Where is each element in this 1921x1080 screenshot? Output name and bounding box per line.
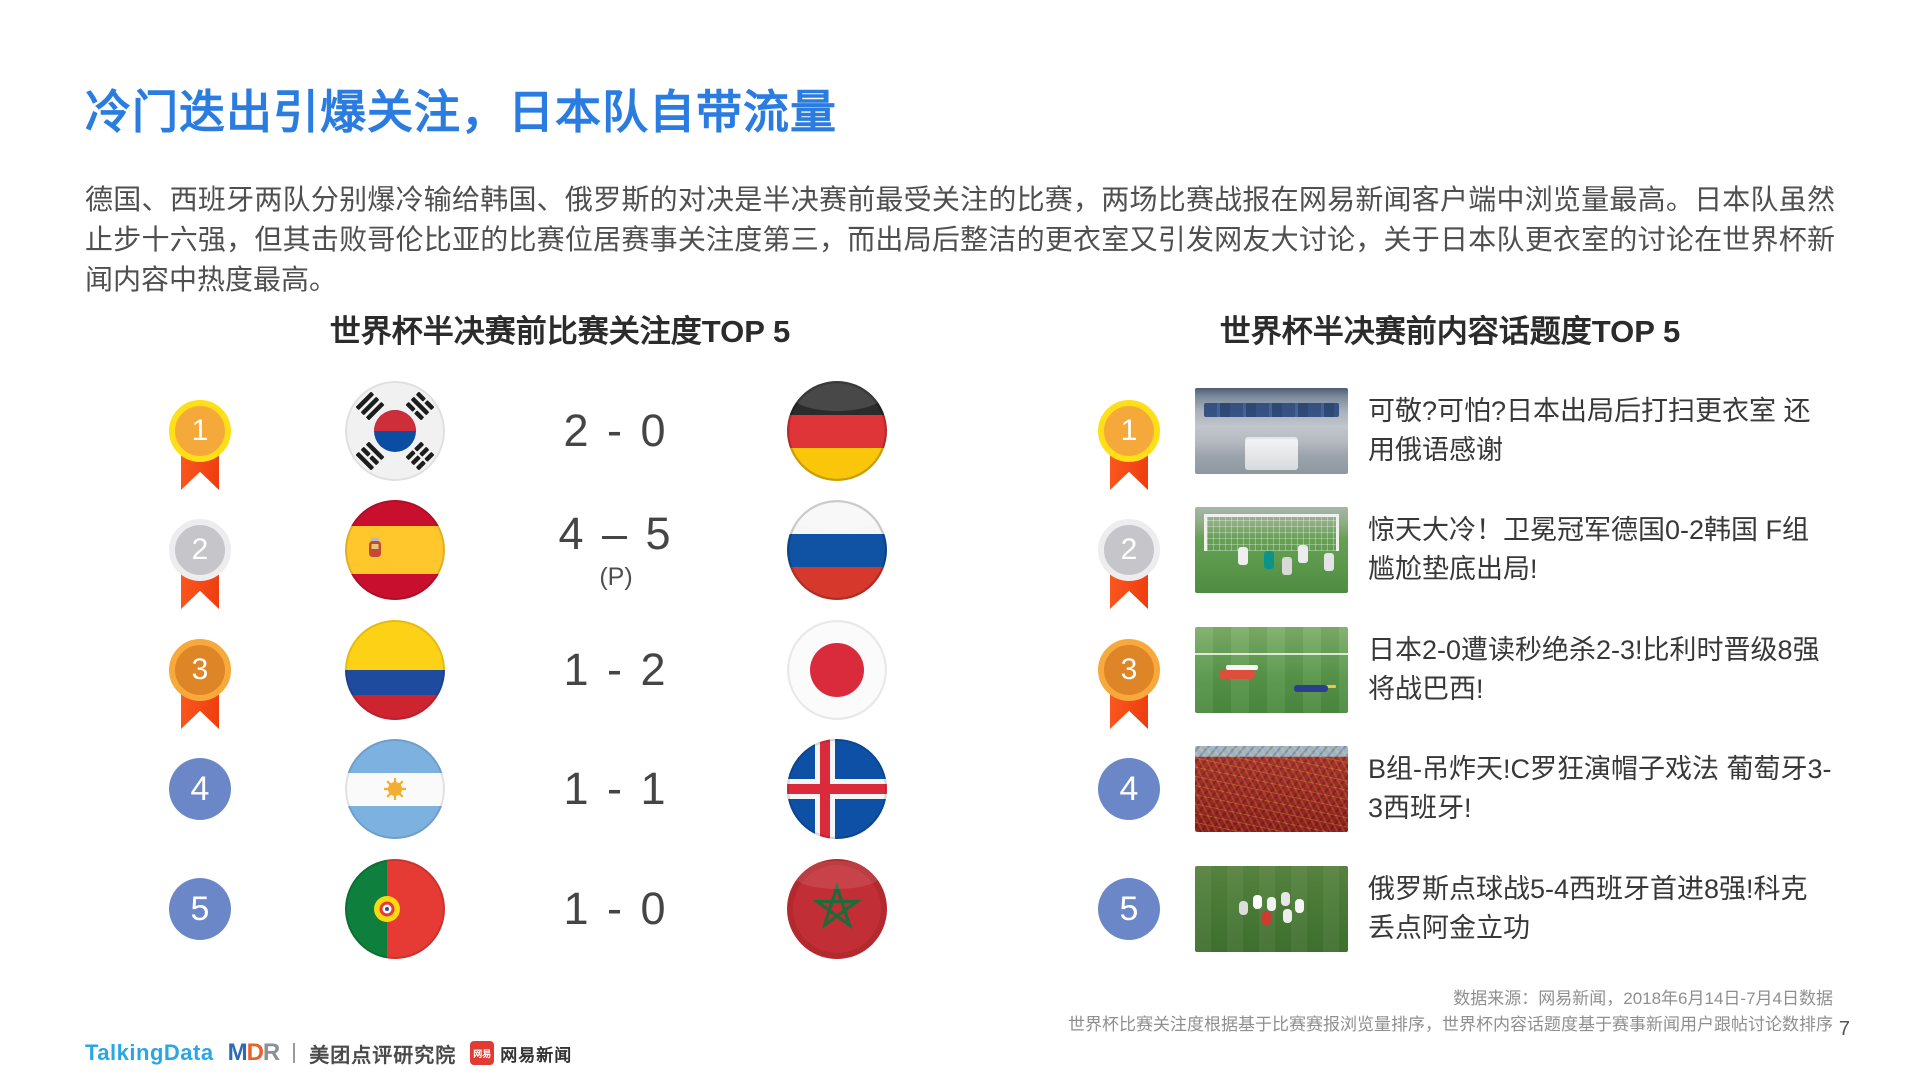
thumbnail-japan-belgium-pitch-photo bbox=[1195, 627, 1348, 713]
rank-number: 3 bbox=[1098, 639, 1160, 701]
rank-number: 1 bbox=[169, 400, 231, 462]
score-note: (P) bbox=[599, 563, 633, 591]
talkingdata-logo: TalkingData bbox=[85, 1040, 214, 1065]
flag-colombia-icon bbox=[345, 620, 445, 720]
news-headline: B组-吊炸天!C罗狂演帽子戏法 葡萄牙3-3西班牙! bbox=[1368, 753, 1832, 823]
rank-number: 3 bbox=[169, 639, 231, 701]
mdr-logo: MDR bbox=[227, 1039, 281, 1067]
news-headline: 日本2-0遭读秒绝杀2-3!比利时晋级8强将战巴西! bbox=[1368, 634, 1820, 704]
flag-iceland-icon bbox=[787, 739, 887, 839]
silver-medal-icon: 2 bbox=[169, 519, 231, 609]
match-panel-title: 世界杯半决赛前比赛关注度TOP 5 bbox=[329, 314, 791, 349]
score-value: 2 - 0 bbox=[563, 405, 669, 456]
match-score: 1 - 2 bbox=[530, 610, 702, 730]
flag-russia-icon bbox=[787, 500, 887, 600]
gold-medal-icon: 1 bbox=[1098, 400, 1160, 490]
score-value: 4 – 5 bbox=[558, 508, 674, 559]
meituan-dianping-institute-logo: 美团点评研究院 bbox=[309, 1044, 457, 1067]
flag-spain-icon bbox=[345, 500, 445, 600]
news-headline: 俄罗斯点球战5-4西班牙首进8强!科克丢点阿金立功 bbox=[1368, 873, 1808, 943]
match-row: 3 1 - 2 bbox=[0, 610, 1921, 730]
data-source-note: 数据来源：网易新闻，2018年6月14日-7月4日数据 世界杯比赛关注度根据基于… bbox=[1068, 986, 1833, 1039]
match-score: 2 - 0 bbox=[530, 371, 702, 491]
flag-south-korea-icon bbox=[345, 381, 445, 481]
rank-circle: 4 bbox=[1098, 758, 1160, 820]
flag-portugal-icon bbox=[345, 859, 445, 959]
topic-row: 1 可敬?可怕?日本出局后打扫更衣室 还用俄语感谢 bbox=[0, 371, 1921, 491]
match-score: 1 - 0 bbox=[530, 849, 702, 969]
topic-row: 3 日本2-0遭读秒绝杀2-3!比利时晋级8强将战巴西! bbox=[0, 610, 1921, 730]
score-value: 1 - 0 bbox=[563, 883, 669, 934]
topic-panel-title: 世界杯半决赛前内容话题度TOP 5 bbox=[1219, 314, 1681, 349]
match-score: 4 – 5 (P) bbox=[530, 490, 702, 610]
bronze-medal-icon: 3 bbox=[169, 639, 231, 729]
topic-row: 5 俄罗斯点球战5-4西班牙首进8强!科克丢点阿金立功 bbox=[0, 849, 1921, 969]
mdr-letter-d: D bbox=[246, 1039, 264, 1066]
silver-medal-icon: 2 bbox=[1098, 519, 1160, 609]
rank-number: 2 bbox=[1098, 519, 1160, 581]
gold-medal-icon: 1 bbox=[169, 400, 231, 490]
data-source-line1: 数据来源：网易新闻，2018年6月14日-7月4日数据 bbox=[1453, 989, 1833, 1008]
thumbnail-russia-celebration-photo bbox=[1195, 866, 1348, 952]
match-score: 1 - 1 bbox=[530, 729, 702, 849]
mdr-letter-r: R bbox=[262, 1039, 280, 1066]
flag-germany-icon bbox=[787, 381, 887, 481]
page-title: 冷门迭出引爆关注，日本队自带流量 bbox=[85, 86, 837, 138]
netease-logo-icon: 网易 bbox=[470, 1041, 495, 1065]
logo-divider bbox=[293, 1043, 296, 1063]
rank-circle: 5 bbox=[1098, 878, 1160, 940]
match-row: 4 1 - 1 bbox=[0, 729, 1921, 849]
netease-news-logo: 网易新闻 bbox=[500, 1045, 573, 1065]
score-value: 1 - 2 bbox=[563, 644, 669, 695]
thumbnail-portugal-fans-crowd-photo bbox=[1195, 746, 1348, 832]
bronze-medal-icon: 3 bbox=[1098, 639, 1160, 729]
match-row: 5 1 - 0 bbox=[0, 849, 1921, 969]
rank-number: 1 bbox=[1098, 400, 1160, 462]
flag-japan-icon bbox=[787, 620, 887, 720]
score-value: 1 - 1 bbox=[563, 763, 669, 814]
topic-row: 4 B组-吊炸天!C罗狂演帽子戏法 葡萄牙3-3西班牙! bbox=[0, 729, 1921, 849]
thumbnail-germany-korea-goal-photo bbox=[1195, 507, 1348, 593]
flag-argentina-icon bbox=[345, 739, 445, 839]
news-headline: 可敬?可怕?日本出局后打扫更衣室 还用俄语感谢 bbox=[1368, 395, 1811, 465]
mdr-letter-m: M bbox=[227, 1039, 248, 1066]
data-source-line2: 世界杯比赛关注度根据基于比赛赛报浏览量排序，世界杯内容话题度基于赛事新闻用户跟帖… bbox=[1068, 1015, 1833, 1035]
rank-number: 2 bbox=[169, 519, 231, 581]
rank-circle: 5 bbox=[169, 878, 231, 940]
page-number: 7 bbox=[1838, 1018, 1850, 1040]
footer-logos: TalkingData MDR 美团点评研究院 网易 网易新闻 bbox=[85, 1038, 572, 1068]
match-row: 2 4 – 5 (P) bbox=[0, 490, 1921, 610]
rank-circle: 4 bbox=[169, 758, 231, 820]
summary-paragraph: 德国、西班牙两队分别爆冷输给韩国、俄罗斯的对决是半决赛前最受关注的比赛，两场比赛… bbox=[85, 184, 1835, 296]
topic-row: 2 惊天大冷！卫冕冠军德国0-2韩国 F组尴尬垫底出局! bbox=[0, 490, 1921, 610]
thumbnail-japan-locker-room-photo bbox=[1195, 388, 1348, 474]
flag-morocco-icon bbox=[787, 859, 887, 959]
match-row: 1 bbox=[0, 371, 1921, 491]
news-headline: 惊天大冷！卫冕冠军德国0-2韩国 F组尴尬垫底出局! bbox=[1368, 514, 1810, 584]
